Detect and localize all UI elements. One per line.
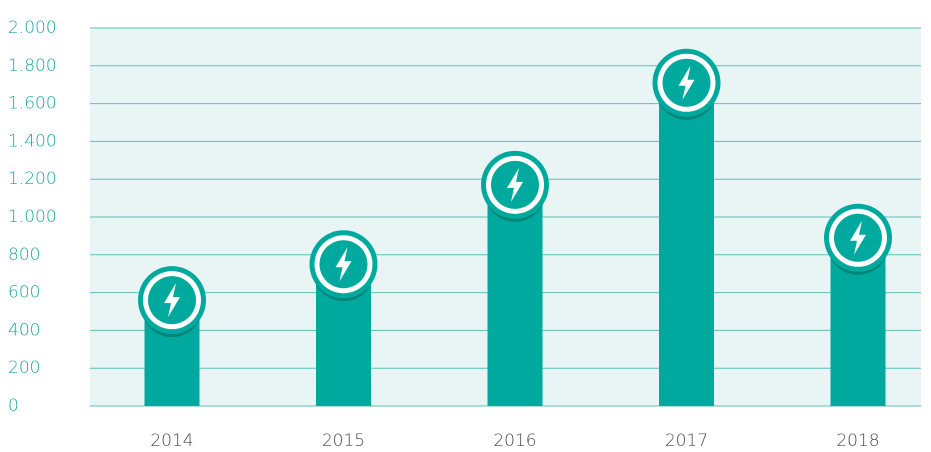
icon-bolt	[335, 247, 352, 282]
x-tick-label: 2018	[836, 431, 879, 451]
y-tick-label: 400	[8, 320, 40, 340]
y-tick-label: 0	[8, 396, 19, 416]
bar-icon	[138, 266, 206, 338]
y-tick-label: 800	[8, 245, 40, 265]
y-tick-label: 1.600	[8, 94, 57, 114]
y-tick-label: 2.000	[8, 18, 57, 38]
bar-icon	[309, 230, 378, 302]
icon-bolt	[507, 167, 523, 202]
x-tick-label: 2014	[150, 431, 193, 451]
bar-icon	[824, 203, 892, 275]
x-tick-label: 2016	[493, 431, 536, 451]
bar-icon	[652, 48, 721, 120]
icon-bolt	[678, 65, 695, 100]
x-tick-label: 2015	[322, 431, 365, 451]
icon-bolt	[164, 283, 180, 318]
y-tick-label: 200	[8, 358, 40, 378]
y-tick-label: 1.000	[8, 207, 57, 227]
icon-bolt	[850, 220, 866, 255]
y-tick-label: 1.200	[8, 169, 57, 189]
y-tick-label: 600	[8, 283, 40, 303]
bar	[659, 82, 714, 406]
x-tick-label: 2017	[665, 431, 708, 451]
y-tick-label: 1.400	[8, 131, 57, 151]
bar-icon	[481, 150, 549, 222]
y-tick-label: 1.800	[8, 56, 57, 76]
